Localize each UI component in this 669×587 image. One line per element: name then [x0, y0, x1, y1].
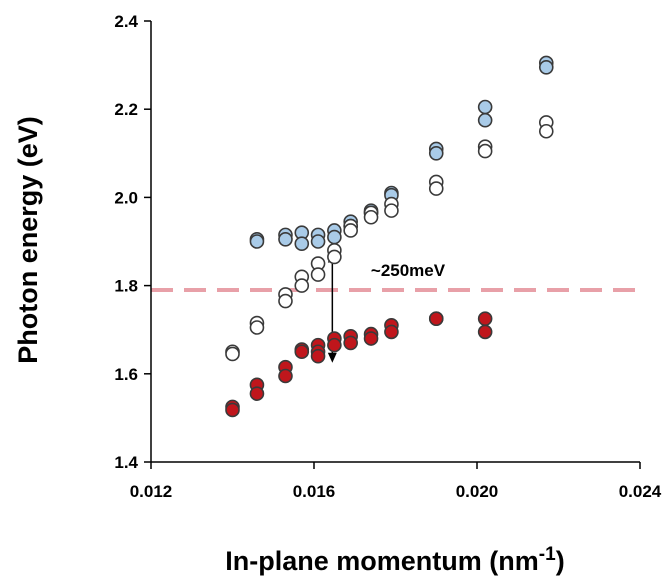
x-tick-label: 0.024: [619, 482, 662, 501]
data-point-series-3: [343, 335, 358, 351]
data-point-series-1: [477, 112, 493, 128]
data-point-series-2: [384, 203, 399, 218]
data-point-series-2: [428, 181, 444, 196]
data-point-series-2: [278, 293, 293, 309]
data-point-series-3: [278, 368, 293, 384]
y-tick-label: 1.8: [114, 277, 138, 296]
x-tick-label: 0.016: [293, 482, 336, 501]
data-point-series-3: [249, 386, 265, 401]
x-axis-label-superscript: -1: [539, 544, 556, 565]
data-point-series-2: [477, 143, 493, 159]
data-point-series-1: [294, 236, 310, 252]
data-point-series-1: [278, 231, 293, 247]
data-point-series-3: [294, 344, 310, 360]
data-point-series-2: [249, 320, 265, 335]
y-tick-label: 2.0: [114, 188, 138, 207]
data-point-series-3: [327, 337, 342, 353]
data-point-series-2: [225, 346, 240, 362]
data-point-series-2: [310, 267, 326, 282]
axes: [144, 20, 641, 469]
y-tick-label: 2.4: [114, 12, 138, 31]
data-point-series-2: [294, 278, 310, 293]
data-point-series-3: [310, 348, 326, 364]
tick-labels: 1.4 1.6 1.8 2.0 2.2 2.4 0.012 0.016 0.020 0.024: [114, 12, 661, 501]
data-point-series-3: [477, 311, 493, 326]
x-axis-label: In-plane momentum (nm-1): [225, 544, 564, 576]
y-axis-label: Photon energy (eV): [13, 116, 43, 364]
x-axis-label-end: ): [556, 546, 565, 576]
data-point-series-1: [310, 234, 326, 249]
data-point-series-1: [538, 60, 554, 75]
data-point-series-3: [363, 331, 379, 346]
data-point-series-1: [327, 229, 342, 245]
data-point-series-1: [428, 146, 444, 161]
y-tick-label: 1.4: [114, 453, 138, 472]
x-tick-label: 0.020: [456, 482, 499, 501]
data-point-series-1: [249, 234, 265, 249]
data-point-series-2: [343, 223, 358, 238]
data-point-series-3: [428, 311, 444, 326]
data-point-series-2: [363, 209, 379, 225]
data-point-series-3: [477, 324, 493, 340]
x-axis-label-text: In-plane momentum (nm: [225, 546, 539, 576]
data-point-series-3: [384, 324, 399, 340]
y-tick-label: 1.6: [114, 365, 138, 384]
energy-gap-annotation: ~250meV: [371, 261, 446, 280]
data-point-series-2: [538, 123, 554, 139]
arrow-head-down: [327, 352, 337, 363]
data-point-series-2: [327, 249, 342, 265]
x-tick-label: 0.012: [130, 482, 173, 501]
data-point-series-1: [477, 99, 493, 115]
data-point-series-3: [225, 402, 240, 418]
points-layer: [225, 55, 554, 418]
y-tick-label: 2.2: [114, 100, 138, 119]
